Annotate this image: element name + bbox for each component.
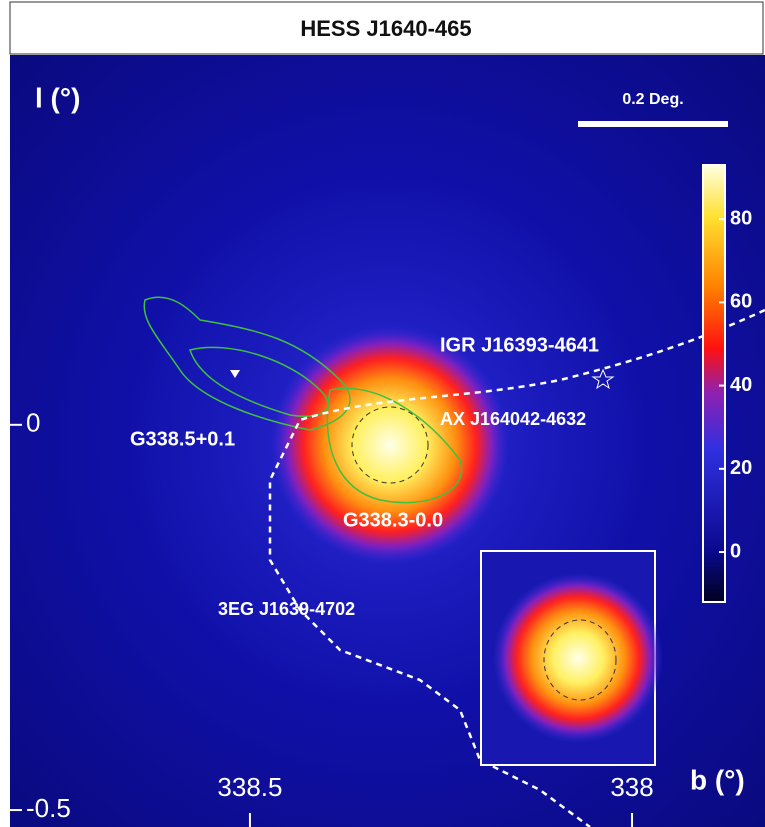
scale-bar-label: 0.2 Deg. <box>622 91 683 108</box>
colorbar <box>703 165 725 602</box>
annotation: G338.3-0.0 <box>343 509 443 531</box>
colorbar-tick-label: 40 <box>730 374 752 396</box>
y-axis-label: l (°) <box>35 82 80 113</box>
colorbar-tick-label: 20 <box>730 457 752 479</box>
y-tick-label: 0 <box>26 408 40 438</box>
x-tick-label: 338.5 <box>217 772 282 802</box>
colorbar-tick-label: 0 <box>730 540 741 562</box>
chart-title: HESS J1640-465 <box>300 16 471 41</box>
annotation: G338.5+0.1 <box>130 428 235 450</box>
psf <box>493 573 663 743</box>
x-axis-label: b (°) <box>690 764 745 795</box>
annotation: AX J164042-4632 <box>440 409 586 429</box>
colorbar-tick-label: 60 <box>730 291 752 313</box>
chart: HESS J1640-465 IGR J16393-4641 AX J16404… <box>0 0 765 827</box>
annotation: 3EG J1639-4702 <box>218 599 355 619</box>
annotation: IGR J16393-4641 <box>440 334 599 356</box>
colorbar-tick-label: 80 <box>730 207 752 229</box>
y-tick-label: -0.5 <box>26 793 71 823</box>
x-tick-label: 338 <box>610 772 653 802</box>
